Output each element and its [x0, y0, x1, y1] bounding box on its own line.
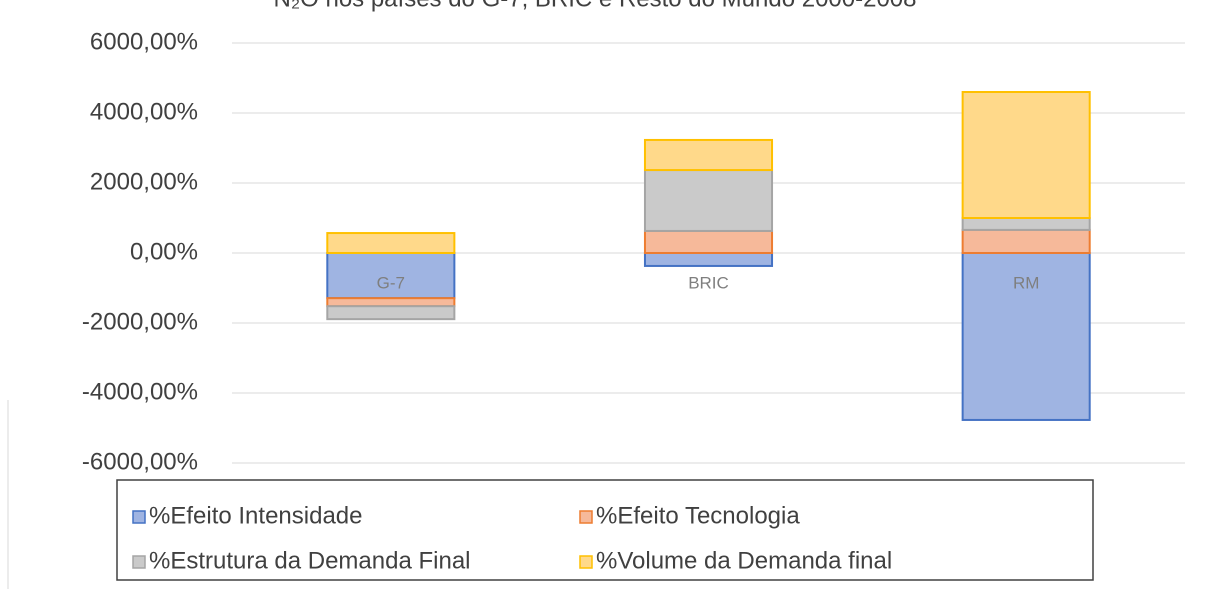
- chart-title: N₂O nos países do G-7, BRIC e Resto do M…: [273, 0, 916, 12]
- bar-segment: [643, 138, 774, 172]
- bar-segment: [326, 232, 456, 255]
- y-tick-label: 2000,00%: [90, 168, 198, 195]
- bar-segment: [326, 305, 456, 321]
- y-tick-label: 0,00%: [130, 238, 198, 265]
- y-tick-label: 6000,00%: [90, 28, 198, 55]
- bar-segment: [961, 91, 1091, 219]
- bar-segment: [326, 297, 456, 308]
- bar-segment: [643, 229, 774, 254]
- bar-segment: [643, 252, 774, 267]
- bar-segment: [961, 217, 1091, 231]
- legend-swatch: [579, 510, 593, 524]
- legend: [116, 479, 1094, 581]
- y-tick-label: -2000,00%: [82, 308, 198, 335]
- legend-swatch: [132, 555, 146, 569]
- bar-segment: [961, 228, 1091, 254]
- legend-label: %Efeito Intensidade: [149, 502, 362, 529]
- legend-swatch: [132, 510, 146, 524]
- category-label: BRIC: [688, 273, 729, 292]
- y-tick-label: -6000,00%: [82, 448, 198, 475]
- category-label: G-7: [377, 273, 405, 292]
- y-tick-label: 4000,00%: [90, 98, 198, 125]
- bar-segment: [643, 169, 774, 232]
- y-tick-label: -4000,00%: [82, 378, 198, 405]
- category-label: RM: [1013, 273, 1039, 292]
- bar-segment: [961, 252, 1091, 421]
- legend-label: %Efeito Tecnologia: [596, 502, 800, 529]
- legend-swatch: [579, 555, 593, 569]
- legend-label: %Volume da Demanda final: [596, 547, 892, 574]
- legend-label: %Estrutura da Demanda Final: [149, 547, 471, 574]
